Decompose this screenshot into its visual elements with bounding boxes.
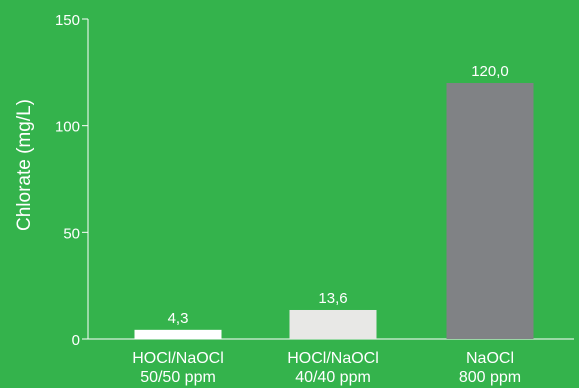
bar bbox=[134, 329, 222, 339]
y-tick-label: 50 bbox=[63, 225, 80, 242]
x-category-label: HOCl/NaOCl bbox=[287, 350, 379, 367]
labels: 4,3 HOCl/NaOCl 50/50 ppm 13,6 HOCl/NaOCl 40/4… bbox=[132, 63, 521, 386]
bar-value-label: 120,0 bbox=[471, 63, 509, 80]
bar bbox=[289, 309, 377, 339]
x-category-label: 40/40 ppm bbox=[295, 369, 371, 386]
y-axis-label: Chlorate (mg/L) bbox=[14, 99, 35, 231]
x-category-label: 800 ppm bbox=[459, 369, 521, 386]
x-category-label: NaOCl bbox=[466, 350, 514, 367]
bar-value-label: 13,6 bbox=[318, 290, 347, 307]
bar-value-label: 4,3 bbox=[168, 310, 189, 327]
y-tick-label: 0 bbox=[72, 332, 80, 349]
x-category-label: 50/50 ppm bbox=[140, 369, 216, 386]
x-category-label: HOCl/NaOCl bbox=[132, 350, 224, 367]
y-tick-label: 100 bbox=[55, 119, 80, 136]
y-tick-label: 150 bbox=[55, 12, 80, 29]
bars bbox=[134, 83, 534, 339]
bar bbox=[446, 83, 534, 339]
